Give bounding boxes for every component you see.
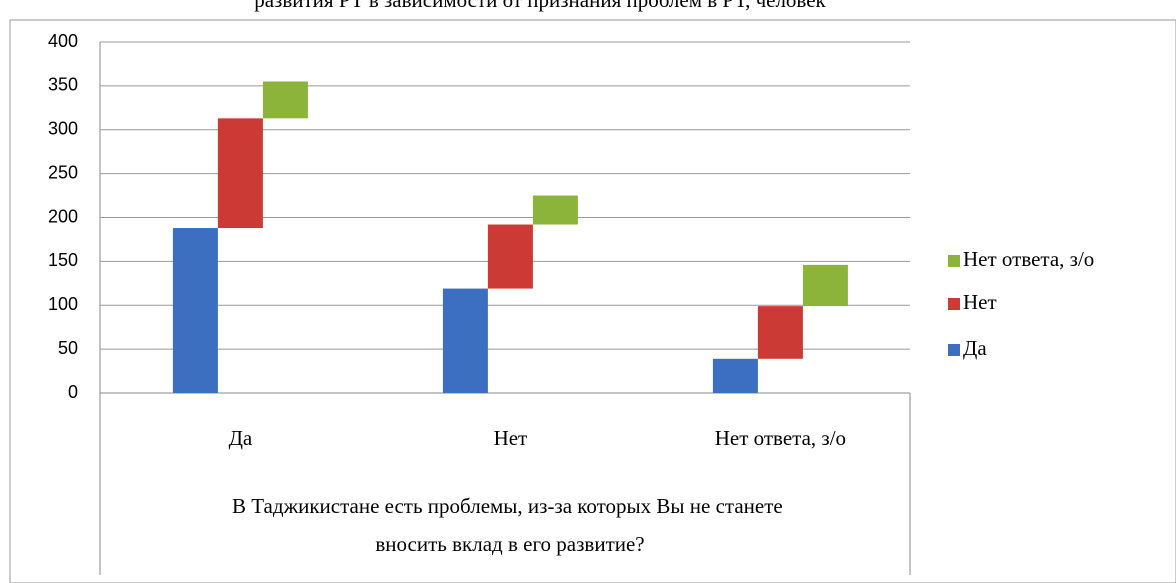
x-tick-label: Нет ответа, з/о bbox=[715, 426, 846, 450]
y-tick-label: 400 bbox=[48, 31, 78, 51]
legend-label: Нет ответа, з/о bbox=[963, 247, 1094, 271]
y-tick-label: 300 bbox=[48, 119, 78, 139]
y-tick-label: 0 bbox=[68, 382, 78, 402]
bar bbox=[172, 228, 218, 393]
x-axis-title: В Таджикистане есть проблемы, из-за кото… bbox=[232, 494, 788, 556]
x-tick-label: Нет bbox=[494, 426, 528, 450]
chart-title: развития РТ в зависимости от признания п… bbox=[254, 0, 826, 12]
x-axis-title-line: В Таджикистане есть проблемы, из-за кото… bbox=[232, 494, 783, 518]
legend-label: Да bbox=[963, 336, 987, 360]
y-tick-label: 150 bbox=[48, 250, 78, 270]
legend-swatch bbox=[948, 298, 960, 310]
bar bbox=[532, 195, 578, 225]
bar bbox=[802, 264, 848, 307]
bar bbox=[712, 358, 758, 393]
x-axis-title-line: вносить вклад в его развитие? bbox=[375, 532, 644, 556]
x-tick-label: Да bbox=[229, 426, 253, 450]
y-tick-label: 100 bbox=[48, 294, 78, 314]
legend-label: Нет bbox=[963, 290, 997, 314]
chart-border bbox=[9, 19, 1176, 583]
bar bbox=[442, 288, 488, 393]
y-tick-label: 250 bbox=[48, 162, 78, 182]
y-tick-label: 200 bbox=[48, 206, 78, 226]
bar bbox=[217, 118, 263, 229]
y-tick-label: 350 bbox=[48, 75, 78, 95]
bar bbox=[757, 306, 803, 359]
bar bbox=[487, 224, 533, 289]
legend-swatch bbox=[948, 255, 960, 267]
y-tick-label: 50 bbox=[58, 338, 78, 358]
legend-swatch bbox=[948, 344, 960, 356]
bar bbox=[262, 81, 308, 119]
title-band bbox=[0, 0, 1176, 18]
